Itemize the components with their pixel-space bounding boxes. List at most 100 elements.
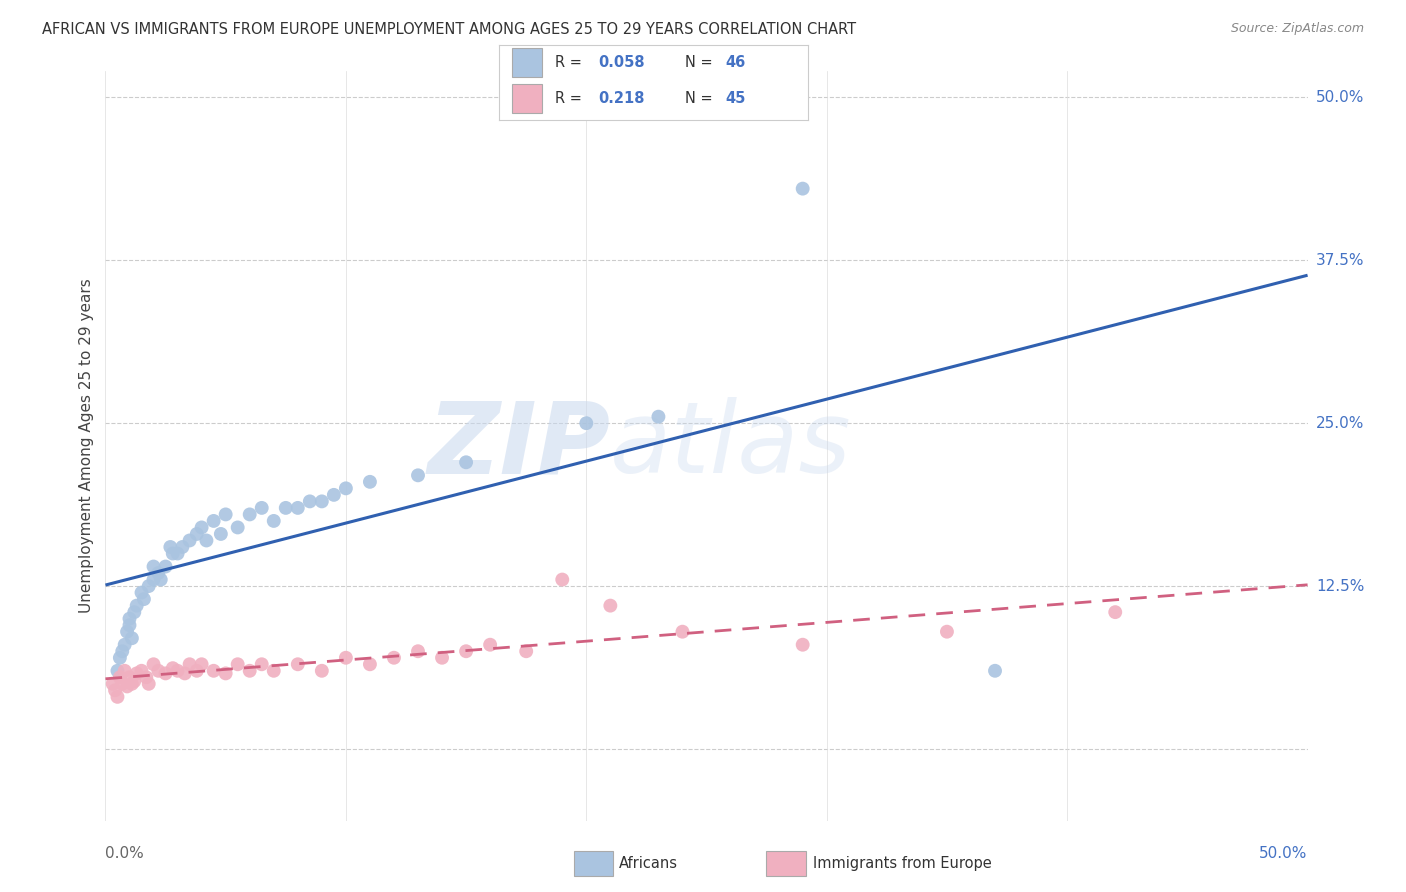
Point: [515, 644, 537, 658]
Text: ZIP: ZIP: [427, 398, 610, 494]
Point: [936, 624, 959, 639]
Point: [551, 573, 574, 587]
Text: 45: 45: [725, 91, 745, 106]
Point: [647, 409, 669, 424]
Text: R =: R =: [555, 55, 586, 70]
Text: 0.218: 0.218: [598, 91, 644, 106]
Point: [159, 540, 181, 554]
Point: [118, 612, 141, 626]
Point: [162, 661, 184, 675]
FancyBboxPatch shape: [512, 84, 543, 112]
Point: [250, 500, 273, 515]
Point: [311, 664, 333, 678]
Point: [101, 677, 124, 691]
Point: [214, 666, 236, 681]
Point: [406, 468, 429, 483]
Point: [114, 638, 136, 652]
Point: [311, 494, 333, 508]
Point: [1104, 605, 1126, 619]
Point: [202, 514, 225, 528]
Point: [671, 624, 693, 639]
Point: [298, 494, 321, 508]
Text: 25.0%: 25.0%: [1316, 416, 1364, 431]
Point: [430, 650, 453, 665]
Point: [125, 666, 148, 681]
Point: [142, 573, 165, 587]
Point: [155, 559, 177, 574]
Point: [107, 690, 129, 704]
Text: N =: N =: [685, 91, 717, 106]
Point: [162, 547, 184, 561]
Y-axis label: Unemployment Among Ages 25 to 29 years: Unemployment Among Ages 25 to 29 years: [79, 278, 94, 614]
Point: [131, 664, 153, 678]
Point: [166, 664, 188, 678]
Point: [107, 664, 129, 678]
Point: [179, 533, 201, 548]
Text: 50.0%: 50.0%: [1316, 90, 1364, 105]
Point: [124, 674, 146, 689]
Point: [166, 547, 188, 561]
Point: [149, 573, 172, 587]
Point: [138, 579, 160, 593]
Point: [335, 650, 357, 665]
Point: [406, 644, 429, 658]
Point: [131, 585, 153, 599]
Point: [142, 559, 165, 574]
Text: 0.0%: 0.0%: [105, 846, 145, 861]
Point: [108, 650, 131, 665]
Point: [250, 657, 273, 672]
Point: [179, 657, 201, 672]
Point: [287, 657, 309, 672]
Point: [479, 638, 502, 652]
Text: AFRICAN VS IMMIGRANTS FROM EUROPE UNEMPLOYMENT AMONG AGES 25 TO 29 YEARS CORRELA: AFRICAN VS IMMIGRANTS FROM EUROPE UNEMPL…: [42, 22, 856, 37]
Point: [335, 481, 357, 495]
Point: [239, 664, 262, 678]
Point: [214, 508, 236, 522]
Text: 46: 46: [725, 55, 745, 70]
Point: [115, 624, 138, 639]
Point: [382, 650, 405, 665]
Point: [142, 657, 165, 672]
Point: [148, 664, 170, 678]
Point: [115, 680, 138, 694]
Point: [190, 657, 212, 672]
Point: [239, 508, 262, 522]
Point: [209, 527, 232, 541]
Text: Africans: Africans: [619, 856, 678, 871]
Text: R =: R =: [555, 91, 586, 106]
Point: [454, 644, 477, 658]
Point: [274, 500, 297, 515]
Point: [792, 638, 814, 652]
Point: [132, 592, 155, 607]
Point: [111, 644, 134, 658]
Point: [226, 657, 249, 672]
Point: [322, 488, 344, 502]
Point: [359, 475, 381, 489]
Point: [124, 605, 146, 619]
Text: Source: ZipAtlas.com: Source: ZipAtlas.com: [1230, 22, 1364, 36]
Point: [138, 677, 160, 691]
Text: atlas: atlas: [610, 398, 852, 494]
Point: [984, 664, 1007, 678]
FancyBboxPatch shape: [512, 48, 543, 78]
Point: [111, 677, 134, 691]
Point: [263, 514, 285, 528]
Point: [263, 664, 285, 678]
Point: [148, 566, 170, 580]
Point: [118, 618, 141, 632]
Point: [172, 540, 194, 554]
Point: [190, 520, 212, 534]
Text: 12.5%: 12.5%: [1316, 579, 1364, 593]
Point: [575, 416, 598, 430]
Point: [125, 599, 148, 613]
Point: [135, 670, 157, 684]
Point: [155, 666, 177, 681]
Text: 0.058: 0.058: [598, 55, 645, 70]
Text: N =: N =: [685, 55, 717, 70]
Point: [792, 181, 814, 195]
Point: [118, 670, 141, 684]
Point: [173, 666, 195, 681]
Point: [454, 455, 477, 469]
Point: [108, 670, 131, 684]
Point: [599, 599, 621, 613]
